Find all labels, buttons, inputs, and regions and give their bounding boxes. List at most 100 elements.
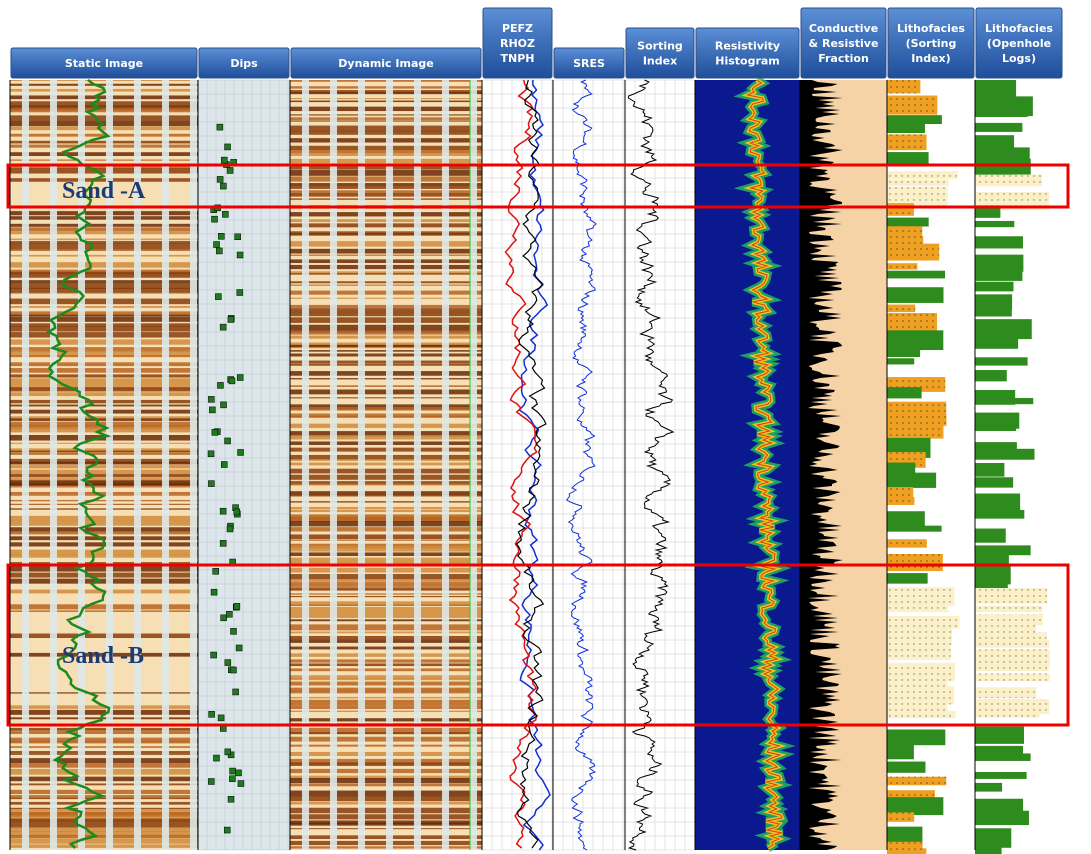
facies-block bbox=[887, 473, 936, 488]
facies-block bbox=[887, 539, 927, 547]
facies-block bbox=[887, 812, 914, 821]
image-band bbox=[10, 790, 198, 794]
pad-gap bbox=[358, 80, 365, 850]
dip-marker bbox=[218, 233, 224, 239]
image-band bbox=[10, 634, 198, 638]
facies-block bbox=[975, 674, 1050, 681]
facies-block bbox=[887, 187, 948, 206]
header-label: PEFZ bbox=[502, 22, 533, 35]
facies-block bbox=[975, 398, 1033, 404]
header-tab bbox=[696, 28, 799, 78]
dip-marker bbox=[228, 796, 234, 802]
track-header: Conductive& ResistiveFraction bbox=[801, 8, 886, 78]
image-band bbox=[10, 783, 198, 785]
header-label: Resistivity bbox=[715, 40, 780, 53]
dip-marker bbox=[233, 689, 239, 695]
facies-block bbox=[887, 526, 942, 532]
image-band bbox=[10, 730, 198, 732]
dip-marker bbox=[211, 589, 217, 595]
image-band bbox=[10, 504, 198, 505]
image-band bbox=[10, 527, 198, 531]
log-track bbox=[625, 80, 695, 850]
image-band bbox=[10, 317, 198, 322]
image-band bbox=[10, 410, 198, 414]
facies-block bbox=[887, 554, 943, 571]
image-band bbox=[10, 224, 198, 227]
dip-marker bbox=[234, 509, 240, 515]
facies-block bbox=[975, 370, 1007, 381]
facies-block bbox=[975, 545, 1031, 555]
facies-block bbox=[975, 529, 1006, 543]
facies-block bbox=[887, 573, 928, 584]
facies-block bbox=[887, 80, 920, 93]
facies-block bbox=[887, 358, 914, 364]
header-tab bbox=[626, 28, 694, 78]
facies-block bbox=[887, 203, 914, 216]
facies-block bbox=[887, 152, 929, 164]
dip-marker bbox=[235, 234, 241, 240]
image-band bbox=[10, 152, 198, 156]
image-band bbox=[10, 486, 198, 487]
dip-marker bbox=[229, 776, 235, 782]
dip-marker bbox=[230, 667, 236, 673]
image-band bbox=[10, 262, 198, 267]
facies-block bbox=[975, 753, 1031, 761]
image-band bbox=[10, 227, 198, 231]
image-band bbox=[10, 418, 198, 420]
facies-block bbox=[887, 271, 945, 279]
dip-marker bbox=[221, 462, 227, 468]
header-label: Histogram bbox=[715, 55, 780, 68]
dip-marker bbox=[209, 407, 215, 413]
dip-marker bbox=[238, 449, 244, 455]
image-band bbox=[10, 824, 198, 827]
header-label: & Resistive bbox=[809, 37, 879, 50]
facies-block bbox=[975, 123, 1022, 132]
image-band bbox=[10, 604, 198, 609]
image-band bbox=[10, 332, 198, 337]
image-band bbox=[10, 120, 198, 126]
header-label: Sorting bbox=[637, 40, 683, 53]
dip-marker bbox=[225, 660, 231, 666]
facies-block bbox=[975, 772, 1027, 779]
pad-gap bbox=[386, 80, 393, 850]
facies-block bbox=[975, 494, 1020, 512]
facies-block bbox=[975, 625, 1036, 633]
dip-marker bbox=[217, 124, 223, 130]
header-label: TNPH bbox=[501, 52, 535, 65]
dip-marker bbox=[220, 324, 226, 330]
facies-block bbox=[975, 236, 1023, 248]
track-header: Lithofacies(OpenholeLogs) bbox=[976, 8, 1062, 78]
dip-marker bbox=[236, 770, 242, 776]
facies-block bbox=[887, 171, 958, 179]
facies-block bbox=[887, 313, 937, 332]
image-band bbox=[10, 95, 198, 99]
facies-block bbox=[975, 606, 1043, 612]
image-band bbox=[10, 362, 198, 366]
image-band bbox=[10, 470, 198, 474]
facies-block bbox=[975, 640, 1049, 648]
image-band bbox=[10, 306, 198, 308]
facies-block bbox=[887, 287, 943, 303]
image-band bbox=[10, 299, 198, 305]
facies-block bbox=[887, 711, 956, 718]
facies-block bbox=[975, 687, 1036, 698]
facies-block bbox=[975, 319, 1032, 339]
header-label: SRES bbox=[573, 57, 605, 70]
image-band bbox=[10, 741, 198, 742]
zone-label: Sand -A bbox=[62, 178, 146, 204]
image-band bbox=[10, 462, 198, 464]
image-band bbox=[10, 145, 198, 148]
image-band bbox=[10, 244, 198, 250]
header-label: Lithofacies bbox=[985, 22, 1053, 35]
facies-block bbox=[887, 244, 939, 261]
dip-marker bbox=[237, 252, 243, 258]
facies-block bbox=[975, 424, 1016, 431]
dip-marker bbox=[214, 242, 220, 248]
facies-block bbox=[975, 282, 1014, 292]
log-track bbox=[482, 80, 553, 850]
dip-marker bbox=[221, 402, 227, 408]
image-band bbox=[10, 355, 198, 357]
facies-block bbox=[887, 115, 942, 124]
facies-block bbox=[887, 95, 937, 114]
dip-marker bbox=[227, 167, 233, 173]
